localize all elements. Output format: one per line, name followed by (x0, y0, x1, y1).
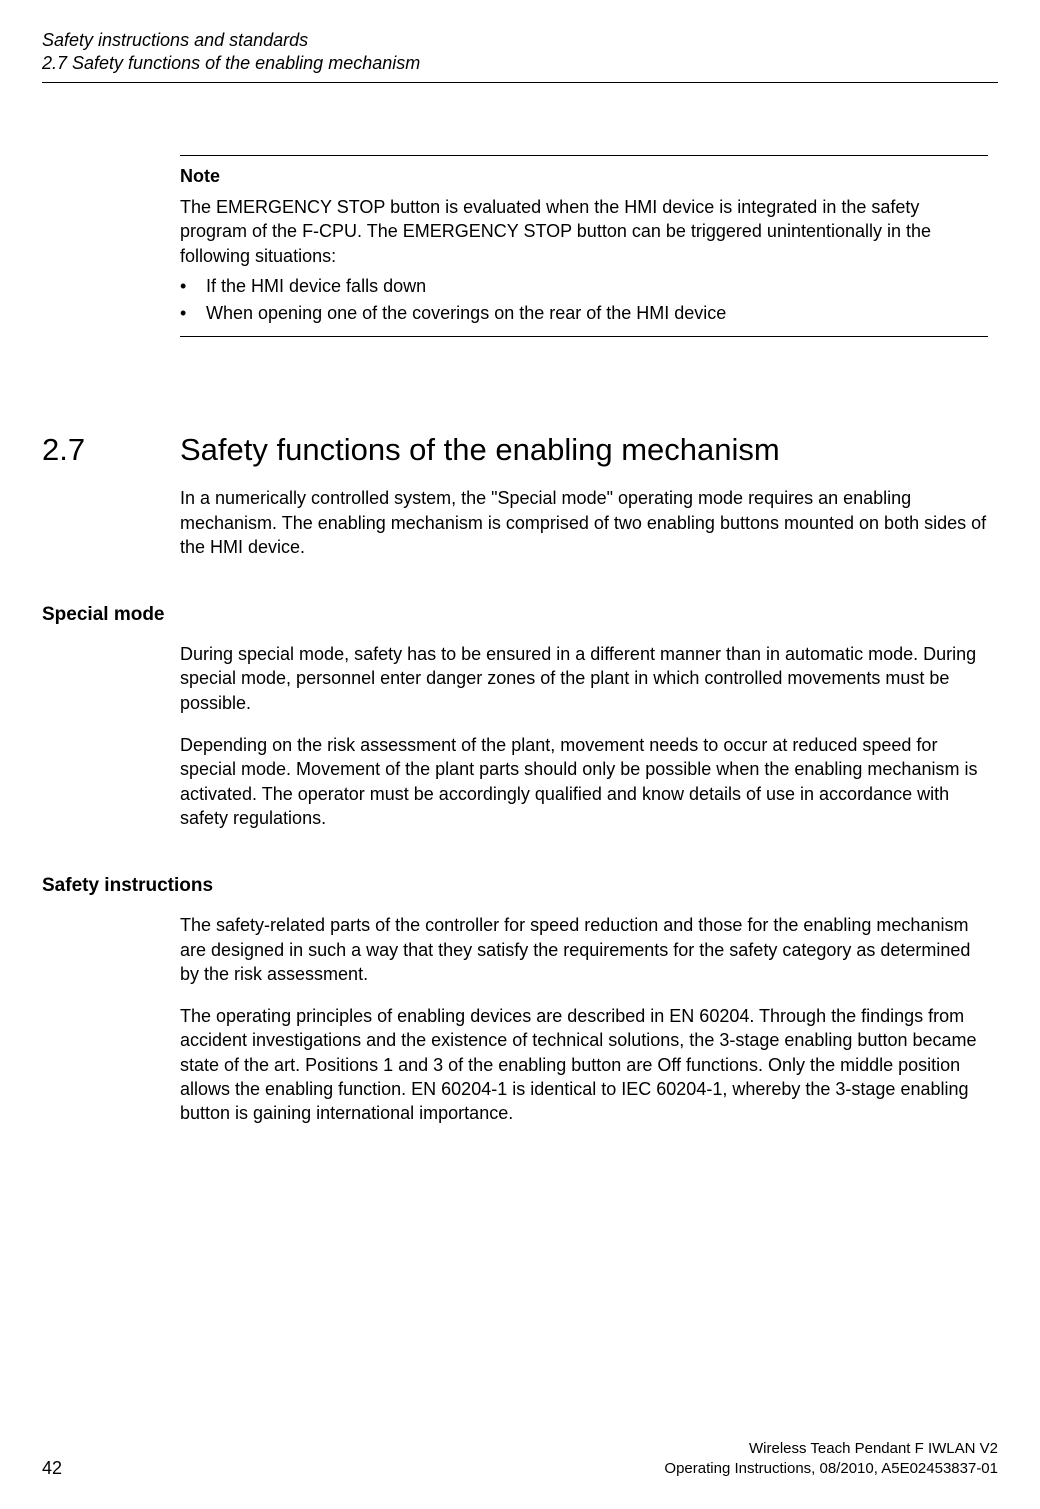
note-rule-top (180, 155, 988, 156)
safety-instructions-heading: Safety instructions (42, 875, 988, 897)
header-chapter: Safety instructions and standards (42, 30, 998, 51)
note-rule-bottom (180, 336, 988, 337)
special-mode-p1: During special mode, safety has to be en… (180, 642, 988, 715)
note-block: Note The EMERGENCY STOP button is evalua… (180, 155, 988, 337)
header-rule (42, 82, 998, 83)
safety-instructions-p2: The operating principles of enabling dev… (180, 1004, 988, 1125)
special-mode-p2: Depending on the risk assessment of the … (180, 733, 988, 830)
section-heading-row: 2.7 Safety functions of the enabling mec… (42, 432, 988, 468)
page-header: Safety instructions and standards 2.7 Sa… (42, 30, 998, 74)
special-mode-heading: Special mode (42, 604, 988, 626)
note-bullets: If the HMI device falls down When openin… (180, 274, 988, 326)
footer-doc-title: Wireless Teach Pendant F IWLAN V2 (749, 1440, 998, 1457)
footer-doc-id: Operating Instructions, 08/2010, A5E0245… (664, 1460, 998, 1477)
section-intro: In a numerically controlled system, the … (180, 486, 988, 559)
section-title: Safety functions of the enabling mechani… (180, 432, 780, 468)
section-number: 2.7 (42, 432, 180, 468)
header-section: 2.7 Safety functions of the enabling mec… (42, 53, 998, 74)
page-number: 42 (42, 1458, 62, 1479)
note-bullet-item: When opening one of the coverings on the… (180, 301, 988, 326)
note-text: The EMERGENCY STOP button is evaluated w… (180, 195, 988, 268)
special-mode-block: Special mode During special mode, safety… (180, 604, 988, 830)
note-heading: Note (180, 166, 988, 187)
note-bullet-item: If the HMI device falls down (180, 274, 988, 299)
content-area: Note The EMERGENCY STOP button is evalua… (180, 155, 988, 1144)
safety-instructions-p1: The safety-related parts of the controll… (180, 913, 988, 986)
safety-instructions-block: Safety instructions The safety-related p… (180, 875, 988, 1125)
footer-right: Wireless Teach Pendant F IWLAN V2 Operat… (664, 1439, 998, 1480)
